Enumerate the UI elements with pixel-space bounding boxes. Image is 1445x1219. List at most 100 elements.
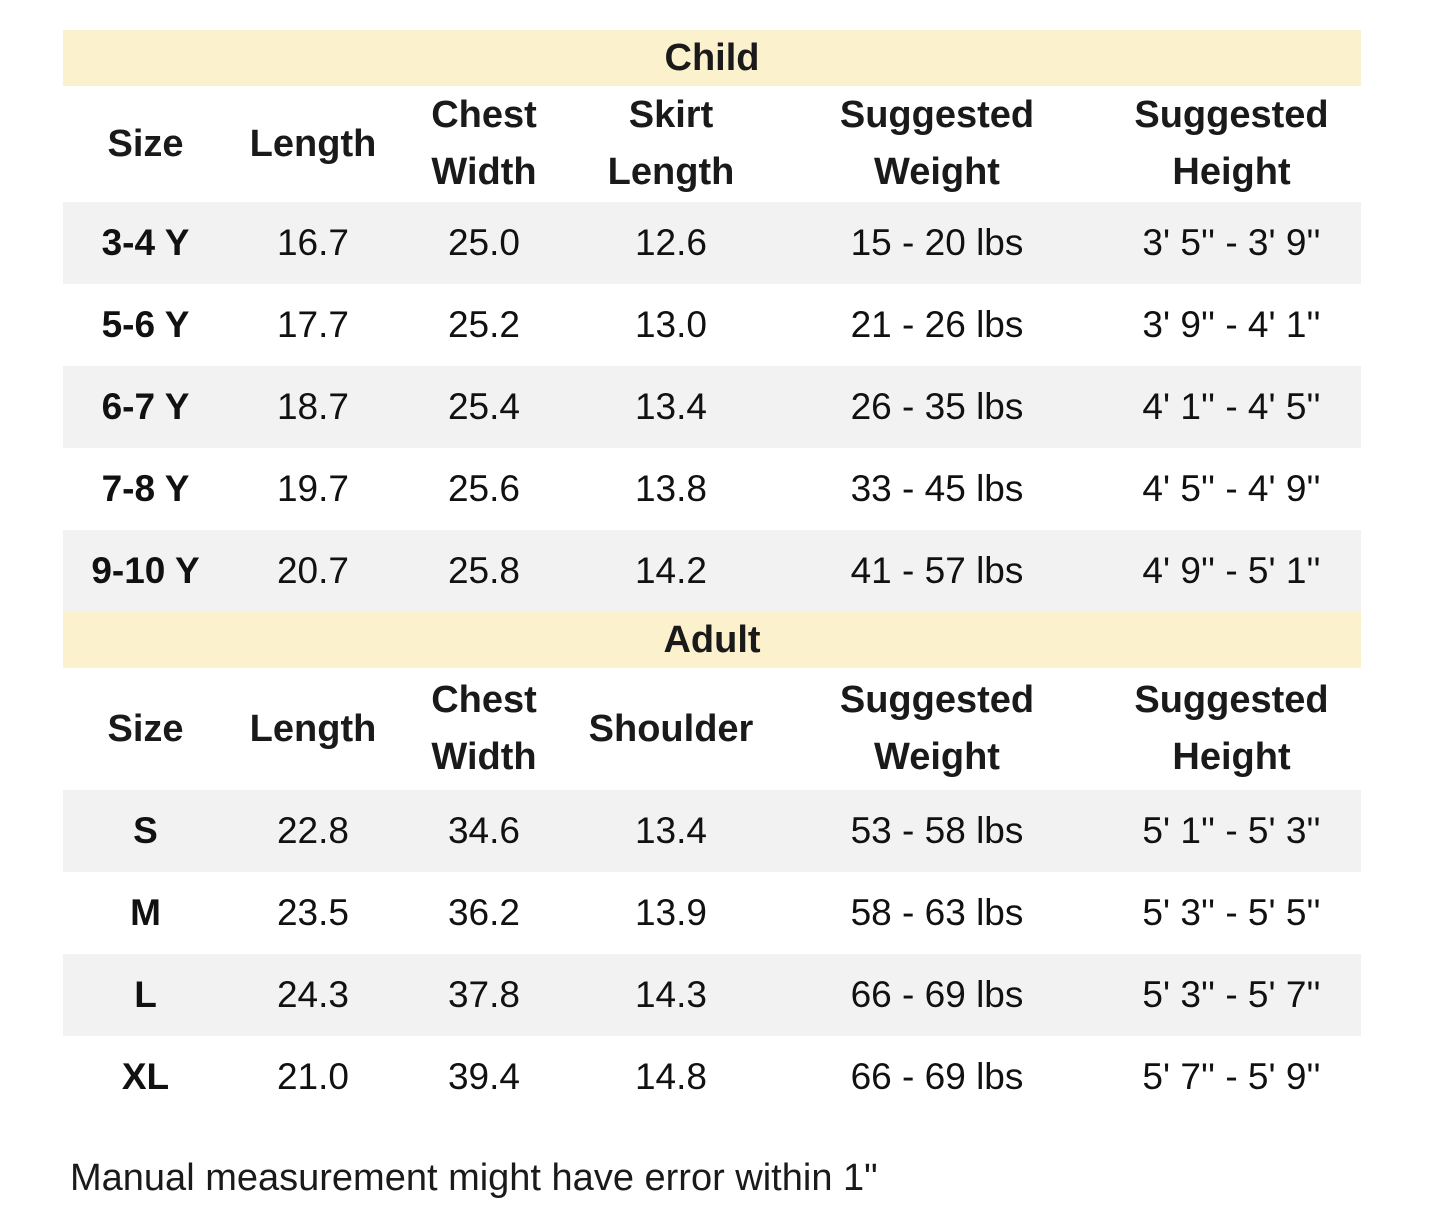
value-cell: 20.7 bbox=[276, 550, 349, 591]
child-header-text: Chest Width bbox=[431, 87, 537, 201]
value-cell: 66 - 69 lbs bbox=[850, 974, 1024, 1015]
adult-table-body: S 22.8 34.6 13.4 53 - 58 lbs 5' 1'' - 5' 3'' M… bbox=[63, 790, 1361, 1118]
adult-header-text: Chest Width bbox=[431, 672, 537, 786]
adult-header-line: Height bbox=[1172, 736, 1291, 778]
adult-header-line: Chest bbox=[431, 679, 537, 721]
value-cell: 5' 1'' - 5' 3'' bbox=[1142, 810, 1321, 851]
table-row: 3-4 Y 16.7 25.0 12.6 15 - 20 lbs 3' 5'' - 3' … bbox=[63, 202, 1361, 284]
value-cell: 5' 7'' - 5' 9'' bbox=[1142, 1056, 1321, 1097]
child-header-line: Suggested bbox=[1134, 94, 1329, 136]
child-header-line: Chest bbox=[431, 94, 537, 136]
size-cell: M bbox=[130, 892, 161, 933]
value-cell: 18.7 bbox=[276, 386, 349, 427]
adult-header-cell: Chest Width bbox=[398, 672, 570, 786]
adult-header-cell: Length bbox=[228, 701, 398, 758]
value-cell: 34.6 bbox=[447, 810, 520, 851]
size-cell: XL bbox=[121, 1056, 170, 1097]
value-cell: 4' 1'' - 4' 5'' bbox=[1142, 386, 1321, 427]
child-section-title: Child bbox=[63, 30, 1361, 86]
table-row: 9-10 Y 20.7 25.8 14.2 41 - 57 lbs 4' 9'' - 5'… bbox=[63, 530, 1361, 612]
value-cell: 13.0 bbox=[634, 304, 707, 345]
value-cell: 14.3 bbox=[634, 974, 707, 1015]
value-cell: 21.0 bbox=[276, 1056, 349, 1097]
adult-section-title: Adult bbox=[63, 612, 1361, 668]
adult-header-line: Suggested bbox=[839, 679, 1035, 721]
value-cell: 23.5 bbox=[276, 892, 349, 933]
size-cell: 5-6 Y bbox=[101, 304, 190, 345]
size-cell: L bbox=[134, 974, 157, 1015]
child-header-line: Height bbox=[1172, 151, 1291, 193]
child-header-cell: Length bbox=[228, 116, 398, 173]
child-header-line: Length bbox=[607, 151, 735, 193]
size-cell: 7-8 Y bbox=[101, 468, 190, 509]
size-cell: S bbox=[133, 810, 158, 851]
child-header-line: Width bbox=[431, 151, 537, 193]
child-header-line: Suggested bbox=[839, 94, 1035, 136]
value-cell: 22.8 bbox=[276, 810, 349, 851]
value-cell: 3' 9'' - 4' 1'' bbox=[1142, 304, 1321, 345]
table-row: 5-6 Y 17.7 25.2 13.0 21 - 26 lbs 3' 9'' - 4' … bbox=[63, 284, 1361, 366]
adult-header-text: Suggested Weight bbox=[840, 672, 1034, 786]
adult-header-line: Length bbox=[249, 707, 377, 750]
value-cell: 21 - 26 lbs bbox=[850, 304, 1024, 345]
table-row: M 23.5 36.2 13.9 58 - 63 lbs 5' 3'' - 5' 5'' bbox=[63, 872, 1361, 954]
value-cell: 24.3 bbox=[276, 974, 349, 1015]
child-header-row: Size Length Chest Width Skirt Length Suggested… bbox=[63, 86, 1361, 202]
size-cell: 3-4 Y bbox=[101, 222, 190, 263]
size-cell: 9-10 Y bbox=[91, 550, 200, 591]
size-cell: 6-7 Y bbox=[101, 386, 190, 427]
value-cell: 16.7 bbox=[276, 222, 349, 263]
value-cell: 33 - 45 lbs bbox=[850, 468, 1024, 509]
table-row: S 22.8 34.6 13.4 53 - 58 lbs 5' 1'' - 5' 3'' bbox=[63, 790, 1361, 872]
value-cell: 5' 3'' - 5' 5'' bbox=[1142, 892, 1321, 933]
table-row: 6-7 Y 18.7 25.4 13.4 26 - 35 lbs 4' 1'' - 4' … bbox=[63, 366, 1361, 448]
value-cell: 14.8 bbox=[634, 1056, 707, 1097]
value-cell: 25.4 bbox=[447, 386, 520, 427]
value-cell: 37.8 bbox=[447, 974, 520, 1015]
adult-header-text: Size bbox=[107, 701, 183, 758]
child-header-line: Skirt bbox=[628, 94, 714, 136]
value-cell: 4' 5'' - 4' 9'' bbox=[1142, 468, 1321, 509]
value-cell: 26 - 35 lbs bbox=[850, 386, 1024, 427]
adult-header-cell: Size bbox=[63, 701, 228, 758]
value-cell: 14.2 bbox=[634, 550, 707, 591]
value-cell: 4' 9'' - 5' 1'' bbox=[1142, 550, 1321, 591]
table-row: XL 21.0 39.4 14.8 66 - 69 lbs 5' 7'' - 5' 9'' bbox=[63, 1036, 1361, 1118]
value-cell: 3' 5'' - 3' 9'' bbox=[1142, 222, 1321, 263]
value-cell: 17.7 bbox=[276, 304, 349, 345]
adult-header-line: Suggested bbox=[1134, 679, 1329, 721]
child-header-text: Length bbox=[250, 116, 377, 173]
adult-header-row: Size Length Chest Width Shoulder Suggested Wei… bbox=[63, 668, 1361, 790]
value-cell: 25.6 bbox=[447, 468, 520, 509]
child-header-cell: Suggested Height bbox=[1102, 87, 1361, 201]
adult-header-line: Width bbox=[431, 736, 537, 778]
table-row: L 24.3 37.8 14.3 66 - 69 lbs 5' 3'' - 5' 7'' bbox=[63, 954, 1361, 1036]
child-header-text: Suggested Weight bbox=[840, 87, 1034, 201]
value-cell: 25.0 bbox=[447, 222, 520, 263]
adult-header-cell: Suggested Height bbox=[1102, 672, 1361, 786]
value-cell: 66 - 69 lbs bbox=[850, 1056, 1024, 1097]
child-table-body: 3-4 Y 16.7 25.0 12.6 15 - 20 lbs 3' 5'' - 3' … bbox=[63, 202, 1361, 612]
value-cell: 39.4 bbox=[447, 1056, 520, 1097]
footnote: Manual measurement might have error with… bbox=[70, 1157, 878, 1199]
adult-header-line: Shoulder bbox=[588, 707, 754, 750]
adult-header-text: Length bbox=[250, 701, 377, 758]
child-header-line: Length bbox=[249, 122, 377, 165]
value-cell: 12.6 bbox=[634, 222, 707, 263]
adult-header-line: Weight bbox=[874, 736, 1000, 778]
adult-header-cell: Shoulder bbox=[570, 701, 772, 758]
value-cell: 13.9 bbox=[634, 892, 707, 933]
child-header-line: Size bbox=[107, 122, 184, 165]
size-chart: Child Size Length Chest Width Skirt Length Sug… bbox=[63, 30, 1361, 1118]
value-cell: 25.8 bbox=[447, 550, 520, 591]
value-cell: 58 - 63 lbs bbox=[850, 892, 1024, 933]
adult-header-text: Shoulder bbox=[589, 701, 754, 758]
value-cell: 41 - 57 lbs bbox=[850, 550, 1024, 591]
value-cell: 13.8 bbox=[634, 468, 707, 509]
value-cell: 36.2 bbox=[447, 892, 520, 933]
child-header-text: Skirt Length bbox=[608, 87, 735, 201]
child-header-line: Weight bbox=[874, 151, 1000, 193]
child-header-cell: Skirt Length bbox=[570, 87, 772, 201]
child-header-cell: Size bbox=[63, 116, 228, 173]
table-row: 7-8 Y 19.7 25.6 13.8 33 - 45 lbs 4' 5'' - 4' … bbox=[63, 448, 1361, 530]
